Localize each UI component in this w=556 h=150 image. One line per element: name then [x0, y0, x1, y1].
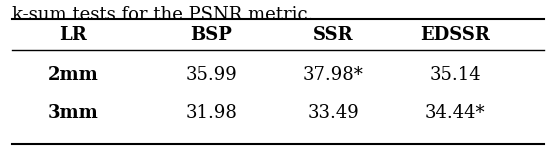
Text: EDSSR: EDSSR [420, 26, 490, 44]
Text: BSP: BSP [191, 26, 232, 44]
Text: LR: LR [59, 26, 87, 44]
Text: 37.98*: 37.98* [303, 66, 364, 84]
Text: k-sum tests for the PSNR metric.: k-sum tests for the PSNR metric. [12, 6, 314, 24]
Text: 35.99: 35.99 [186, 66, 237, 84]
Text: 33.49: 33.49 [307, 104, 359, 122]
Text: 3mm: 3mm [48, 104, 98, 122]
Text: SSR: SSR [313, 26, 354, 44]
Text: 35.14: 35.14 [429, 66, 481, 84]
Text: 2mm: 2mm [48, 66, 98, 84]
Text: 31.98: 31.98 [186, 104, 237, 122]
Text: 34.44*: 34.44* [425, 104, 485, 122]
